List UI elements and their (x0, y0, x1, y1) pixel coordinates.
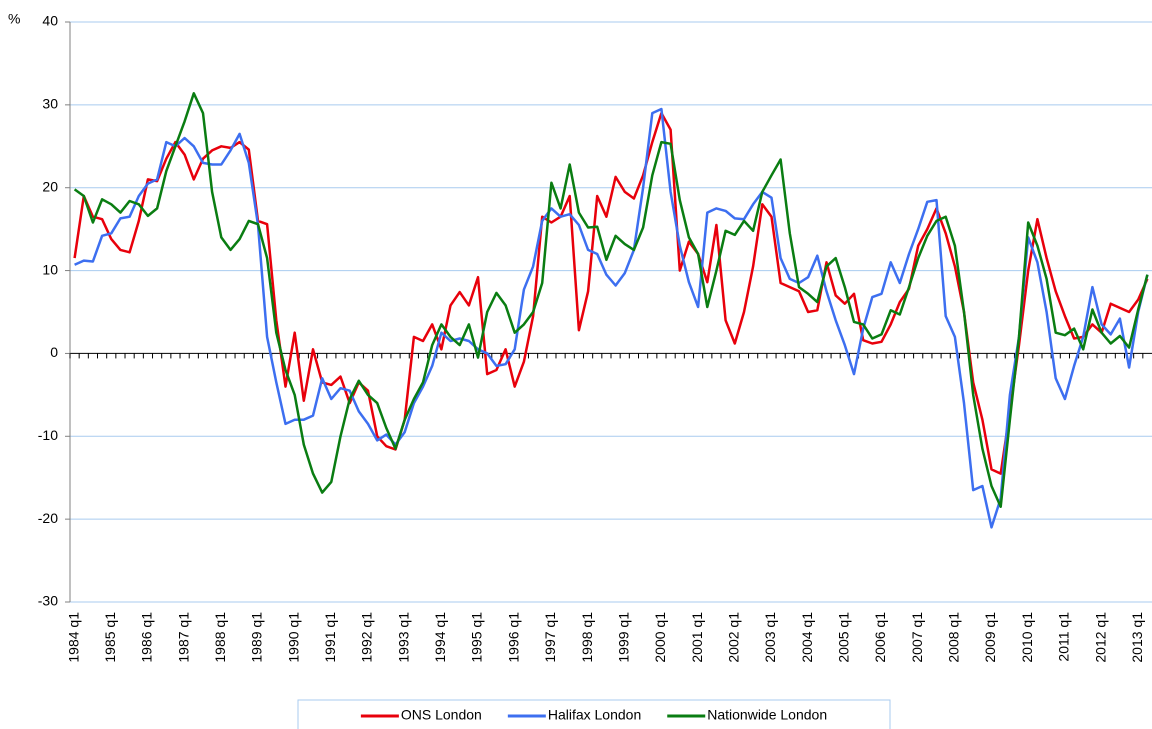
x-tick-label: 1986 q1 (139, 612, 155, 663)
x-tick-label: 2012 q1 (1092, 612, 1108, 663)
y-axis-label: % (8, 11, 20, 27)
x-tick-label: 1984 q1 (65, 612, 81, 663)
x-tick-label: 1990 q1 (285, 612, 301, 663)
x-tick-label: 1995 q1 (469, 612, 485, 663)
legend: ONS London Halifax London Nationwide Londo… (360, 707, 827, 723)
x-tick-label: 1989 q1 (249, 612, 265, 663)
series-line (73, 111, 1149, 475)
x-tick-label: 1993 q1 (395, 612, 411, 663)
x-tick-label: 1987 q1 (175, 612, 191, 663)
x-tick-label: 2001 q1 (689, 612, 705, 663)
legend-label: Halifax London (548, 707, 641, 723)
x-tick-label: 1996 q1 (505, 612, 521, 663)
y-tick-label: 20 (42, 178, 58, 194)
x-tick-label: 2013 q1 (1129, 612, 1145, 663)
x-tick-label: 2008 q1 (946, 612, 962, 663)
x-tick-label: 2005 q1 (836, 612, 852, 663)
legend-label: ONS London (401, 707, 482, 723)
x-tick-label: 2009 q1 (982, 612, 998, 663)
y-tick-label: -30 (38, 593, 58, 609)
x-tick-label: 2011 q1 (1056, 612, 1072, 662)
x-tick-label: 1998 q1 (579, 612, 595, 663)
legend-label: Nationwide London (707, 707, 827, 723)
series-line (74, 107, 1149, 529)
x-tick-label: 2003 q1 (762, 612, 778, 663)
x-tick-label: 2006 q1 (872, 612, 888, 663)
x-tick-label: 1992 q1 (359, 612, 375, 663)
y-tick-label: 0 (50, 344, 58, 360)
x-tick-label: 2010 q1 (1019, 612, 1035, 663)
y-tick-label: 30 (42, 96, 58, 112)
x-tick-label: 2002 q1 (725, 612, 741, 663)
x-tick-label: 2007 q1 (909, 612, 925, 663)
y-tick-label: -20 (38, 510, 58, 526)
x-tick-label: 1999 q1 (615, 612, 631, 663)
x-tick-label: 2000 q1 (652, 612, 668, 663)
x-tick-label: 1985 q1 (102, 612, 118, 663)
series-line (73, 92, 1149, 508)
x-tick-label: 1997 q1 (542, 612, 558, 663)
y-tick-label: 10 (42, 261, 58, 277)
x-tick-label: 1988 q1 (212, 612, 228, 663)
y-tick-label: -10 (38, 427, 58, 443)
x-tick-label: 2004 q1 (799, 612, 815, 663)
x-tick-label: 1991 q1 (322, 612, 338, 663)
x-tick-label: 1994 q1 (432, 612, 448, 663)
y-tick-label: 40 (42, 13, 58, 29)
